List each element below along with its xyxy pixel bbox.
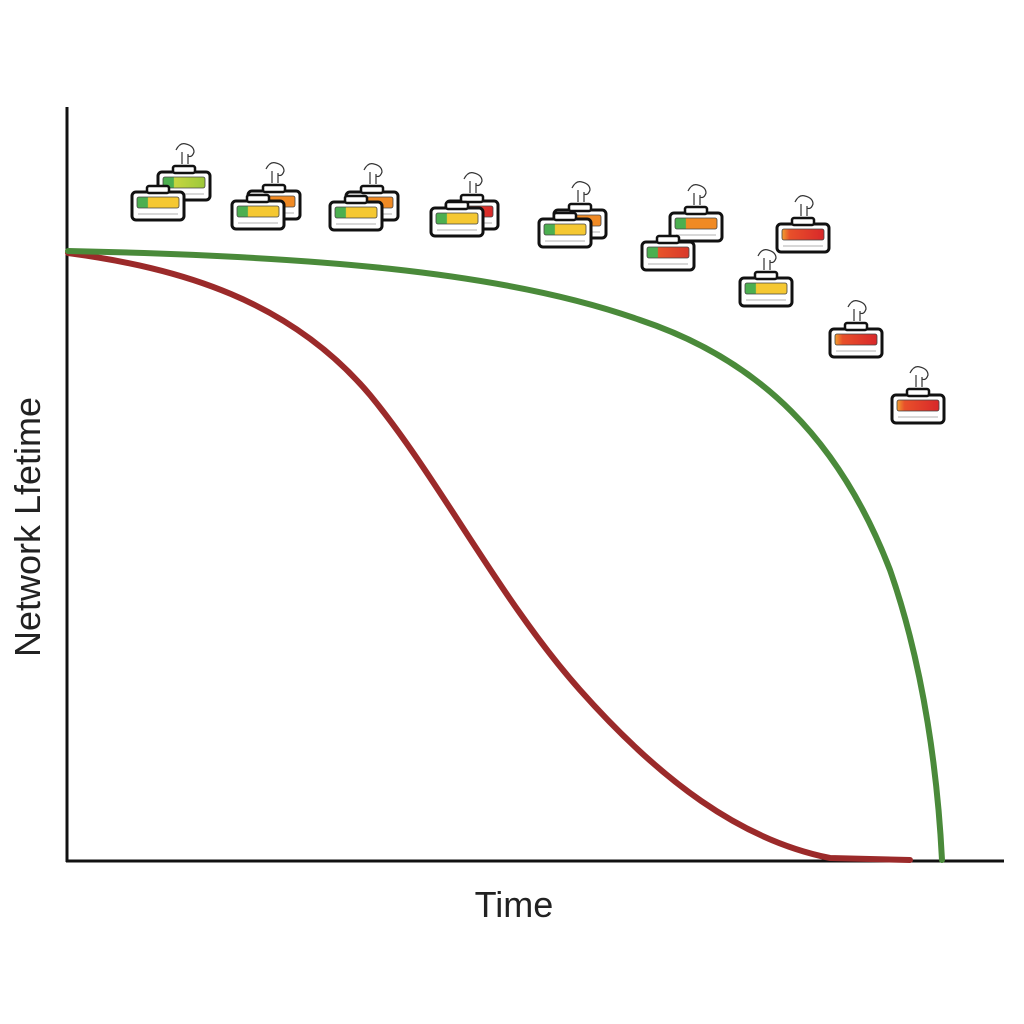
- x-axis-label: Time: [474, 884, 554, 925]
- battery-icon-8: [775, 195, 831, 254]
- battery-pair-icon-1: [130, 143, 212, 222]
- battery-pair-icon-5: [537, 181, 608, 249]
- red-curve: [65, 250, 913, 863]
- green-curve: [65, 248, 945, 863]
- y-axis-label: Network Lfetime: [7, 396, 48, 658]
- x-axis-label-container: Time: [0, 884, 1024, 926]
- battery-icon-7: [640, 234, 696, 272]
- battery-pair-icon-3: [328, 163, 400, 232]
- battery-icon-9: [738, 249, 794, 308]
- battery-icon-6: [668, 184, 724, 243]
- battery-icon-11: [890, 366, 946, 425]
- battery-pair-icon-4: [429, 172, 500, 238]
- battery-icon-10: [828, 300, 884, 359]
- battery-pair-icon-2: [230, 162, 302, 231]
